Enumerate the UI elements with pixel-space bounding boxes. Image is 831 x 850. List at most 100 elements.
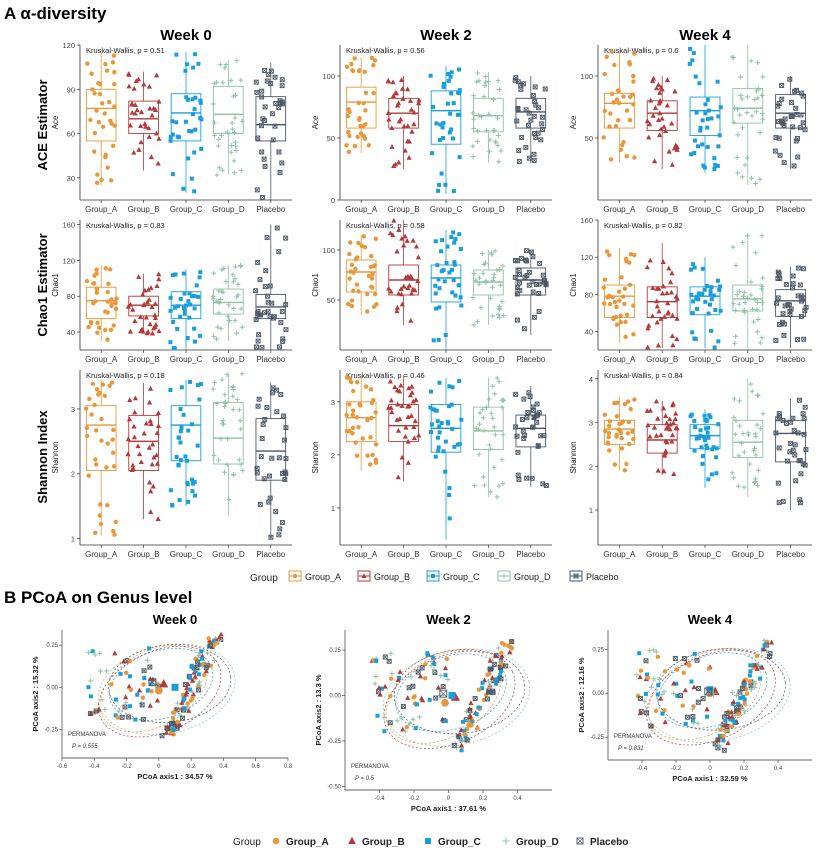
data-point-Placebo-cross <box>788 419 793 425</box>
x-tick-label: Placebo <box>256 355 285 364</box>
data-point-Group_C <box>714 455 719 460</box>
data-point-Placebo-cross <box>515 317 520 323</box>
data-point-Group_C <box>700 291 705 296</box>
data-point-Group_D <box>737 112 743 118</box>
data-point-Placebo <box>792 442 798 448</box>
pcoa-point-Placebo <box>472 696 478 701</box>
pcoa-point-Group_C <box>741 694 746 699</box>
data-point-Placebo-cross <box>776 480 781 486</box>
data-point-Group_B <box>401 242 407 248</box>
pcoa-point-Group_A <box>175 719 180 724</box>
data-point-Placebo-cross <box>798 471 804 477</box>
data-point-Group_D <box>499 457 505 463</box>
data-point-Group_C <box>712 345 717 350</box>
data-point-Placebo <box>795 135 800 141</box>
data-point-Group_A <box>354 453 360 458</box>
data-point-Group_C <box>706 435 711 440</box>
legend-title: Group <box>233 837 261 848</box>
pcoa-point-Group_C <box>193 668 198 673</box>
data-point-Placebo <box>260 422 266 427</box>
data-point-Group_A <box>88 321 94 326</box>
data-point-Group_B <box>156 276 162 282</box>
data-point-Placebo <box>253 317 259 323</box>
pcoa-point-Group_D <box>486 678 491 684</box>
pcoa-point-Group_B <box>377 691 383 697</box>
data-point-Group_A <box>94 290 99 295</box>
pcoa-point-Group_A <box>744 691 750 696</box>
data-point-Placebo-cross <box>530 425 535 430</box>
data-point-Group_D <box>754 422 760 428</box>
y-tick-label: 2 <box>71 470 75 479</box>
data-point-Placebo <box>516 159 522 164</box>
data-point-Group_C <box>709 285 714 290</box>
data-point-Group_D <box>755 468 761 473</box>
data-point-Placebo <box>272 123 278 129</box>
x-tick-label: -0.4 <box>374 796 385 802</box>
data-point-Group_D <box>731 120 737 125</box>
data-point-Group_D <box>730 244 736 250</box>
pcoa-point-Group_D <box>403 728 408 734</box>
x-tick-label: 0 <box>447 796 451 802</box>
pcoa-point-Group_C <box>430 655 435 660</box>
data-point-Group_C <box>194 283 199 288</box>
data-point-Placebo-cross <box>253 288 258 293</box>
data-point-Placebo-cross <box>537 261 542 266</box>
data-point-Group_A <box>347 276 352 281</box>
data-point-Group_B <box>143 314 149 320</box>
data-point-Placebo <box>784 458 790 464</box>
data-point-Placebo <box>801 416 807 421</box>
data-point-Group_C <box>700 118 705 123</box>
data-point-Group_D <box>500 432 506 438</box>
pcoa-point-Group_B <box>726 714 732 720</box>
data-point-Group_C <box>715 163 720 168</box>
pcoa-point-Placebo-cross <box>644 710 649 716</box>
pcoa-point-Placebo <box>126 714 132 720</box>
data-point-Group_A <box>351 288 356 293</box>
data-point-Placebo <box>273 509 279 515</box>
pcoa-point-Group_C <box>382 729 387 734</box>
pcoa-point-Group_C <box>656 683 661 688</box>
data-point-Group_A <box>356 289 361 294</box>
data-point-Group_C <box>192 107 197 112</box>
data-point-Group_A <box>105 337 110 342</box>
y-tick-label: 50 <box>327 134 335 143</box>
data-point-Group_C <box>437 424 442 429</box>
data-point-Placebo <box>540 272 546 278</box>
pcoa-point-Group_D <box>651 647 657 653</box>
data-point-Group_B <box>658 432 664 438</box>
data-point-Placebo-cross <box>790 285 795 291</box>
pcoa-point-Group_B <box>768 639 775 645</box>
data-point-Placebo-cross <box>774 300 779 306</box>
pcoa-point-Group_D <box>216 639 221 644</box>
data-point-Group_B <box>668 279 674 285</box>
data-point-Group_D <box>231 472 237 477</box>
pcoa-point-Placebo <box>169 720 175 726</box>
data-point-Group_A <box>109 297 114 302</box>
data-point-Placebo-cross <box>780 418 786 423</box>
data-point-Group_B <box>652 105 659 110</box>
data-point-Group_C <box>452 240 457 245</box>
data-point-Placebo <box>787 312 793 317</box>
data-point-Placebo <box>278 320 284 325</box>
data-point-Group_B <box>647 121 653 127</box>
data-point-Group_A <box>622 301 627 307</box>
data-point-Placebo <box>264 78 270 84</box>
data-point-Group_C <box>192 52 197 57</box>
data-point-Group_C <box>703 438 708 443</box>
data-point-Group_B <box>408 290 415 296</box>
data-point-Placebo-cross <box>525 410 531 415</box>
data-point-Placebo <box>530 93 536 98</box>
pcoa-point-Placebo <box>203 665 209 671</box>
pcoa-point-Group_B <box>147 702 153 708</box>
data-point-Group_C <box>704 443 709 448</box>
data-point-Placebo <box>260 116 266 122</box>
data-point-Placebo <box>803 447 809 453</box>
data-point-Group_C <box>174 454 179 459</box>
data-point-Group_D <box>494 494 500 500</box>
data-point-Group_A <box>370 272 375 277</box>
pcoa-point-Placebo-cross <box>700 696 706 701</box>
row-title-1: Chao1 Estimator <box>35 233 50 336</box>
pcoa-point-Group_B <box>691 684 697 690</box>
data-point-Placebo-cross <box>255 403 261 409</box>
data-point-Placebo-cross <box>267 283 273 289</box>
